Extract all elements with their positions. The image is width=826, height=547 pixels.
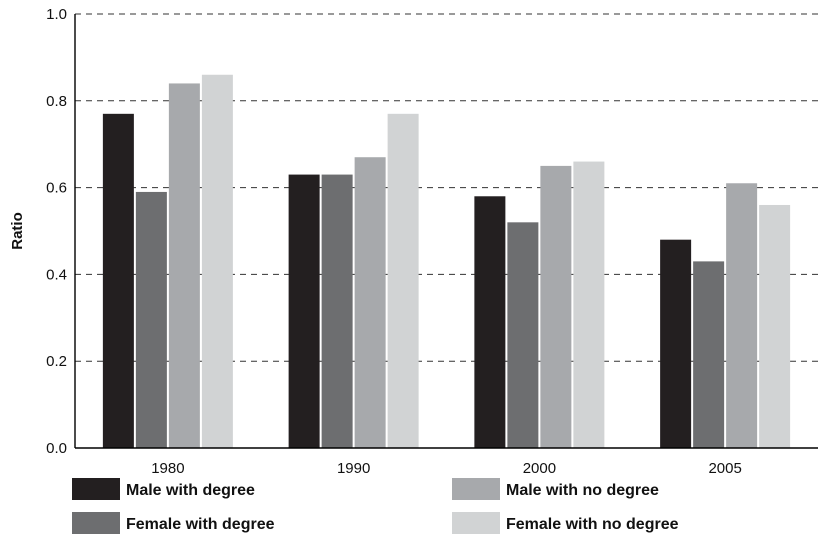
- bar: [693, 261, 725, 448]
- legend-label: Male with no degree: [506, 482, 659, 499]
- legend-label: Male with degree: [126, 482, 255, 499]
- bar: [726, 183, 758, 448]
- bar: [135, 191, 167, 448]
- legend-item: Female with no degree: [452, 512, 679, 534]
- bar: [507, 222, 539, 448]
- legend-swatch: [452, 478, 500, 500]
- bar: [102, 113, 134, 448]
- y-tick-label: 0.4: [46, 266, 67, 283]
- legend-item: Female with degree: [72, 512, 275, 534]
- legend-swatch: [72, 478, 120, 500]
- bar: [474, 196, 506, 448]
- bar: [321, 174, 353, 448]
- y-tick-labels: 0.0 0.2 0.4 0.6 0.8 1.0: [46, 6, 67, 457]
- legend: Male with degree Female with degree Male w…: [72, 478, 679, 534]
- legend-label: Female with degree: [126, 516, 275, 533]
- y-tick-label: 0.6: [46, 180, 67, 197]
- y-tick-label: 0.8: [46, 93, 67, 110]
- x-tick-label: 2005: [708, 460, 741, 477]
- bar: [354, 157, 386, 448]
- bar: [288, 174, 320, 448]
- legend-swatch: [452, 512, 500, 534]
- bar: [660, 239, 692, 448]
- x-tick-labels: 1980 1990 2000 2005: [151, 460, 742, 477]
- x-tick-label: 1990: [337, 460, 370, 477]
- bar: [540, 165, 572, 448]
- bar: [201, 74, 233, 448]
- y-tick-label: 0.0: [46, 440, 67, 457]
- bar: [759, 204, 791, 448]
- y-tick-label: 0.2: [46, 353, 67, 370]
- x-tick-label: 1980: [151, 460, 184, 477]
- y-axis-title: Ratio: [9, 212, 26, 250]
- legend-item: Male with no degree: [452, 478, 659, 500]
- bar: [573, 161, 605, 448]
- bars: [102, 74, 791, 448]
- legend-item: Male with degree: [72, 478, 255, 500]
- y-tick-label: 1.0: [46, 6, 67, 23]
- axes: [74, 14, 818, 449]
- bar: [168, 83, 200, 448]
- x-tick-label: 2000: [523, 460, 556, 477]
- bar: [387, 113, 419, 448]
- legend-label: Female with no degree: [506, 516, 679, 533]
- legend-swatch: [72, 512, 120, 534]
